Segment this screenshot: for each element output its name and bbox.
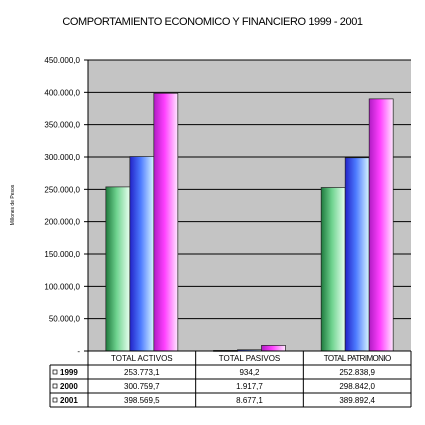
data-label: 298.842,0 xyxy=(339,382,375,391)
y-tick-label: 100.000,0 xyxy=(44,282,80,291)
data-label: 1.917,7 xyxy=(236,382,263,391)
y-tick-label: 250.000,0 xyxy=(44,185,80,194)
legend-entry: 1999 xyxy=(60,368,78,377)
data-table: TOTAL ACTIVOS TOTAL PASIVOS TOTAL PATRIMON… xyxy=(49,350,412,408)
y-tick-label: 150.000,0 xyxy=(44,250,80,259)
plot-area: - 50.000,0 100.000,0 150.000,0 200.000,0 250.… xyxy=(44,56,411,356)
bar-1999-0 xyxy=(105,186,131,352)
data-label: 253.773,1 xyxy=(124,368,160,377)
bar-2001-2 xyxy=(368,98,394,352)
chart-title: COMPORTAMIENTO ECONOMICO Y FINANCIERO 19… xyxy=(62,16,363,28)
y-tick-label: 300.000,0 xyxy=(44,153,80,162)
bar-2001-1 xyxy=(261,345,286,352)
data-label: 300.759,7 xyxy=(124,382,160,391)
x-category-label: TOTAL ACTIVOS xyxy=(111,354,173,363)
bar-2000-0 xyxy=(129,156,155,352)
data-label: 398.569,5 xyxy=(124,396,160,405)
y-tick-label: 400.000,0 xyxy=(44,88,80,97)
legend-key-2000 xyxy=(52,383,58,389)
y-tick-label: 200.000,0 xyxy=(44,218,80,227)
y-tick-label: 350.000,0 xyxy=(44,121,80,130)
x-category-label: TOTAL PATRIMONIO xyxy=(324,354,391,363)
x-category-label: TOTAL PASIVOS xyxy=(219,354,281,363)
bar-2001-0 xyxy=(153,92,179,352)
legend-key-2001 xyxy=(52,397,58,403)
legend-entry: 2000 xyxy=(60,382,78,391)
y-tick-label: 450.000,0 xyxy=(44,56,80,65)
y-tick-label: - xyxy=(77,347,80,356)
legend-key-1999 xyxy=(52,369,58,375)
data-label: 389.892,4 xyxy=(339,396,375,405)
y-tick-label: 50.000,0 xyxy=(49,315,81,324)
data-label: 252.838,9 xyxy=(339,368,375,377)
bar-1999-2 xyxy=(320,187,346,352)
legend-entry: 2001 xyxy=(60,396,78,405)
data-label: 934,2 xyxy=(239,368,260,377)
data-label: 8.677,1 xyxy=(236,396,263,405)
bar-2000-2 xyxy=(344,157,370,352)
